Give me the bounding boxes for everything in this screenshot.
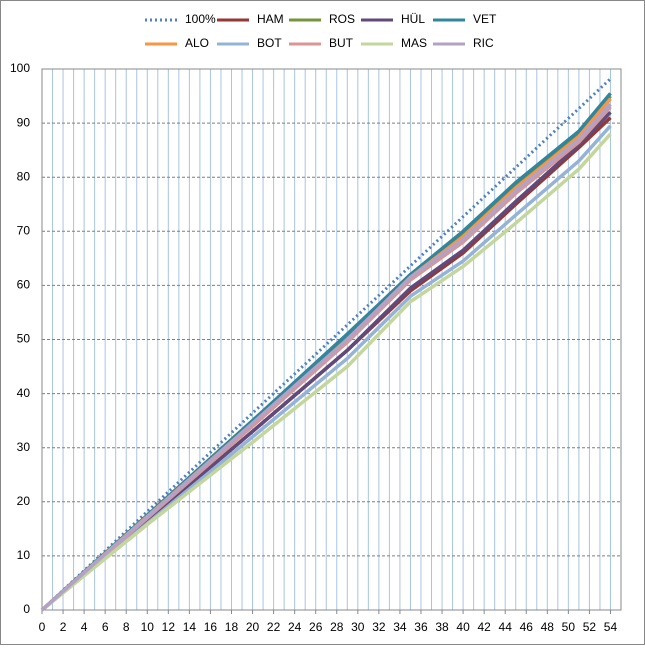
plot-border xyxy=(41,68,622,611)
x-tick-label: 18 xyxy=(225,620,239,634)
x-tick-label: 42 xyxy=(477,620,491,634)
y-tick-label: 50 xyxy=(17,332,31,346)
x-tick-label: 22 xyxy=(267,620,281,634)
legend-label: HÜL xyxy=(401,12,425,26)
y-tick-label: 80 xyxy=(17,169,31,183)
x-tick-label: 30 xyxy=(351,620,365,634)
x-tick-label: 6 xyxy=(102,620,109,634)
legend-label: 100% xyxy=(185,12,216,26)
x-tick-label: 48 xyxy=(541,620,555,634)
x-tick-label: 10 xyxy=(141,620,155,634)
y-tick-label: 70 xyxy=(17,223,31,237)
x-tick-label: 36 xyxy=(414,620,428,634)
x-tick-label: 46 xyxy=(520,620,534,634)
series-line xyxy=(40,111,612,612)
x-tick-label: 38 xyxy=(435,620,449,634)
series-line xyxy=(40,132,612,612)
x-tick-label: 40 xyxy=(456,620,470,634)
x-tick-label: 0 xyxy=(39,620,46,634)
series-line xyxy=(40,102,612,612)
x-tick-label: 44 xyxy=(499,620,513,634)
x-tick-label: 32 xyxy=(372,620,386,634)
x-tick-label: 14 xyxy=(183,620,197,634)
x-tick-label: 12 xyxy=(162,620,176,634)
y-tick-label: 20 xyxy=(17,494,31,508)
legend-label: MAS xyxy=(401,36,427,50)
y-tick-label: 90 xyxy=(17,115,31,129)
y-tick-label: 60 xyxy=(17,278,31,292)
x-tick-label: 34 xyxy=(393,620,407,634)
y-tick-label: 100 xyxy=(10,61,30,75)
legend-label: RIC xyxy=(473,36,494,50)
x-tick-label: 16 xyxy=(204,620,218,634)
legend-label: ROS xyxy=(329,12,355,26)
x-tick-label: 20 xyxy=(246,620,260,634)
x-tick-label: 2 xyxy=(60,620,67,634)
x-tick-label: 26 xyxy=(309,620,323,634)
series-line xyxy=(40,124,612,612)
x-tick-label: 28 xyxy=(330,620,344,634)
y-tick-label: 40 xyxy=(17,386,31,400)
x-tick-label: 24 xyxy=(288,620,302,634)
y-tick-label: 10 xyxy=(17,548,31,562)
legend-label: ALO xyxy=(185,36,209,50)
x-tick-label: 54 xyxy=(604,620,618,634)
series-line xyxy=(40,77,612,612)
legend-label: HAM xyxy=(257,12,284,26)
legend-label: BUT xyxy=(329,36,354,50)
x-tick-label: 50 xyxy=(562,620,576,634)
legend-label: VET xyxy=(473,12,497,26)
x-tick-label: 4 xyxy=(81,620,88,634)
x-tick-label: 8 xyxy=(123,620,130,634)
y-tick-label: 0 xyxy=(23,602,30,616)
legend-label: BOT xyxy=(257,36,282,50)
x-tick-label: 52 xyxy=(583,620,597,634)
y-tick-label: 30 xyxy=(17,440,31,454)
